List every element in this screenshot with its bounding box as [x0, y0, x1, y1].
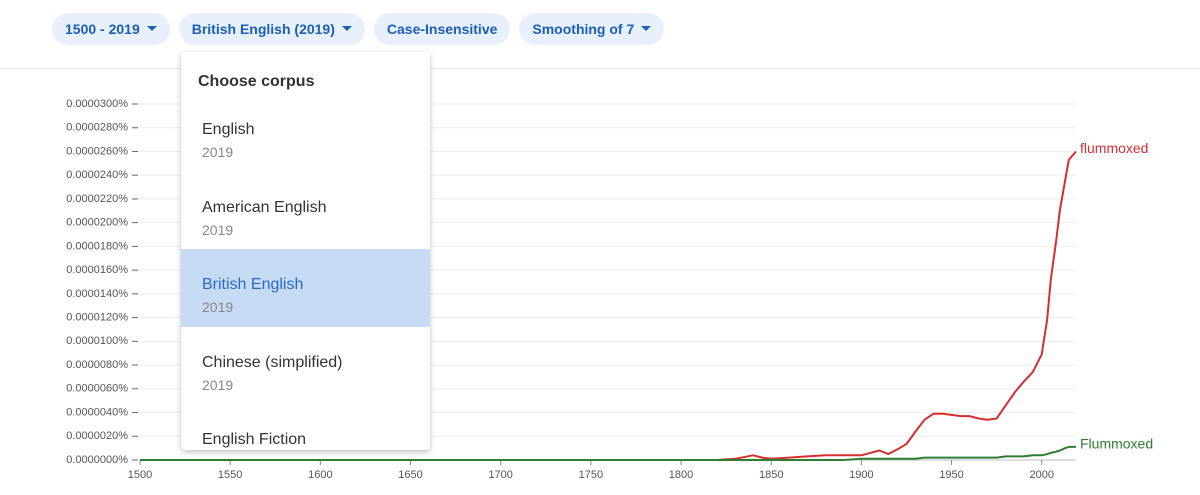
y-tick-label: 0.0000100%	[66, 335, 128, 347]
x-tick-label: 1600	[308, 469, 332, 481]
series-line	[140, 445, 1076, 461]
y-tick-label: 0.0000220%	[66, 193, 128, 205]
corpus-chip[interactable]: British English (2019)	[178, 13, 365, 45]
x-tick-label: 1850	[759, 469, 783, 481]
corpus-option[interactable]: English Fiction	[181, 404, 430, 450]
option-name: Chinese (simplified)	[202, 353, 343, 371]
dropdown-arrow	[641, 26, 652, 31]
y-tick-label: 0.0000080%	[66, 359, 128, 371]
option-name: British English	[202, 276, 304, 293]
y-tick-label: 0.0000000%	[66, 454, 128, 466]
option-name: American English	[202, 198, 327, 216]
chip-label: Case-Insensitive	[386, 21, 498, 37]
corpus-option[interactable]: English 2019	[181, 94, 430, 172]
option-year: 2019	[202, 376, 234, 393]
y-tick-label: 0.0000240%	[66, 169, 128, 181]
y-tick-label: 0.0000060%	[66, 383, 128, 395]
smoothing-chip[interactable]: Smoothing of 7	[519, 13, 665, 45]
option-year: 2019	[202, 299, 234, 315]
chip-label: 1500 - 2019	[65, 21, 140, 37]
y-tick-label: 0.0000200%	[66, 217, 128, 229]
x-tick-label: 1500	[128, 469, 152, 481]
corpus-dropdown: Choose corpus English 2019 American Englis…	[181, 52, 430, 450]
corpus-option[interactable]: American English 2019	[181, 172, 430, 250]
y-tick-label: 0.0000040%	[66, 406, 128, 418]
option-name: English	[202, 121, 255, 138]
x-tick-label: 1900	[849, 469, 873, 481]
y-tick-label: 0.0000140%	[66, 288, 128, 300]
corpus-option[interactable]: British English 2019	[181, 249, 430, 327]
dropdown-title: Choose corpus	[198, 73, 315, 90]
x-tick-label: 1550	[218, 469, 242, 481]
option-name: English Fiction	[202, 431, 307, 448]
series-label: Flummoxed	[1080, 436, 1153, 452]
divider	[0, 68, 1200, 69]
x-tick-label: 1950	[939, 469, 963, 481]
x-tick-label: 1750	[579, 469, 603, 481]
corpus-option[interactable]: Chinese (simplified) 2019	[181, 327, 430, 405]
dropdown-arrow	[341, 26, 352, 31]
y-tick-label: 0.0000120%	[66, 312, 128, 324]
option-year: 2019	[202, 144, 234, 160]
y-tick-label: 0.0000180%	[66, 240, 128, 252]
option-year: 2019	[202, 221, 234, 238]
y-tick-label: 0.0000160%	[66, 264, 128, 276]
x-tick-label: 2000	[1029, 469, 1053, 481]
x-tick-label: 1650	[398, 469, 422, 481]
series-line	[140, 150, 1077, 461]
series-label: flummoxed	[1080, 140, 1148, 156]
date-range-chip[interactable]: 1500 - 2019	[52, 13, 170, 45]
y-tick-label: 0.0000260%	[66, 145, 128, 157]
case-chip[interactable]: Case-Insensitive	[373, 13, 511, 45]
dropdown-arrow	[146, 26, 157, 31]
y-tick-label: 0.0000280%	[66, 122, 128, 134]
x-tick-label: 1800	[669, 469, 693, 481]
chip-label: British English (2019)	[191, 21, 335, 37]
chip-label: Smoothing of 7	[532, 21, 635, 37]
toolbar: 1500 - 2019 British English (2019) Case-…	[52, 13, 665, 45]
y-tick-label: 0.0000300%	[66, 98, 128, 110]
y-tick-label: 0.0000020%	[66, 430, 128, 442]
x-tick-label: 1700	[488, 469, 512, 481]
option-list: English 2019 American English 2019 British E…	[181, 94, 430, 450]
